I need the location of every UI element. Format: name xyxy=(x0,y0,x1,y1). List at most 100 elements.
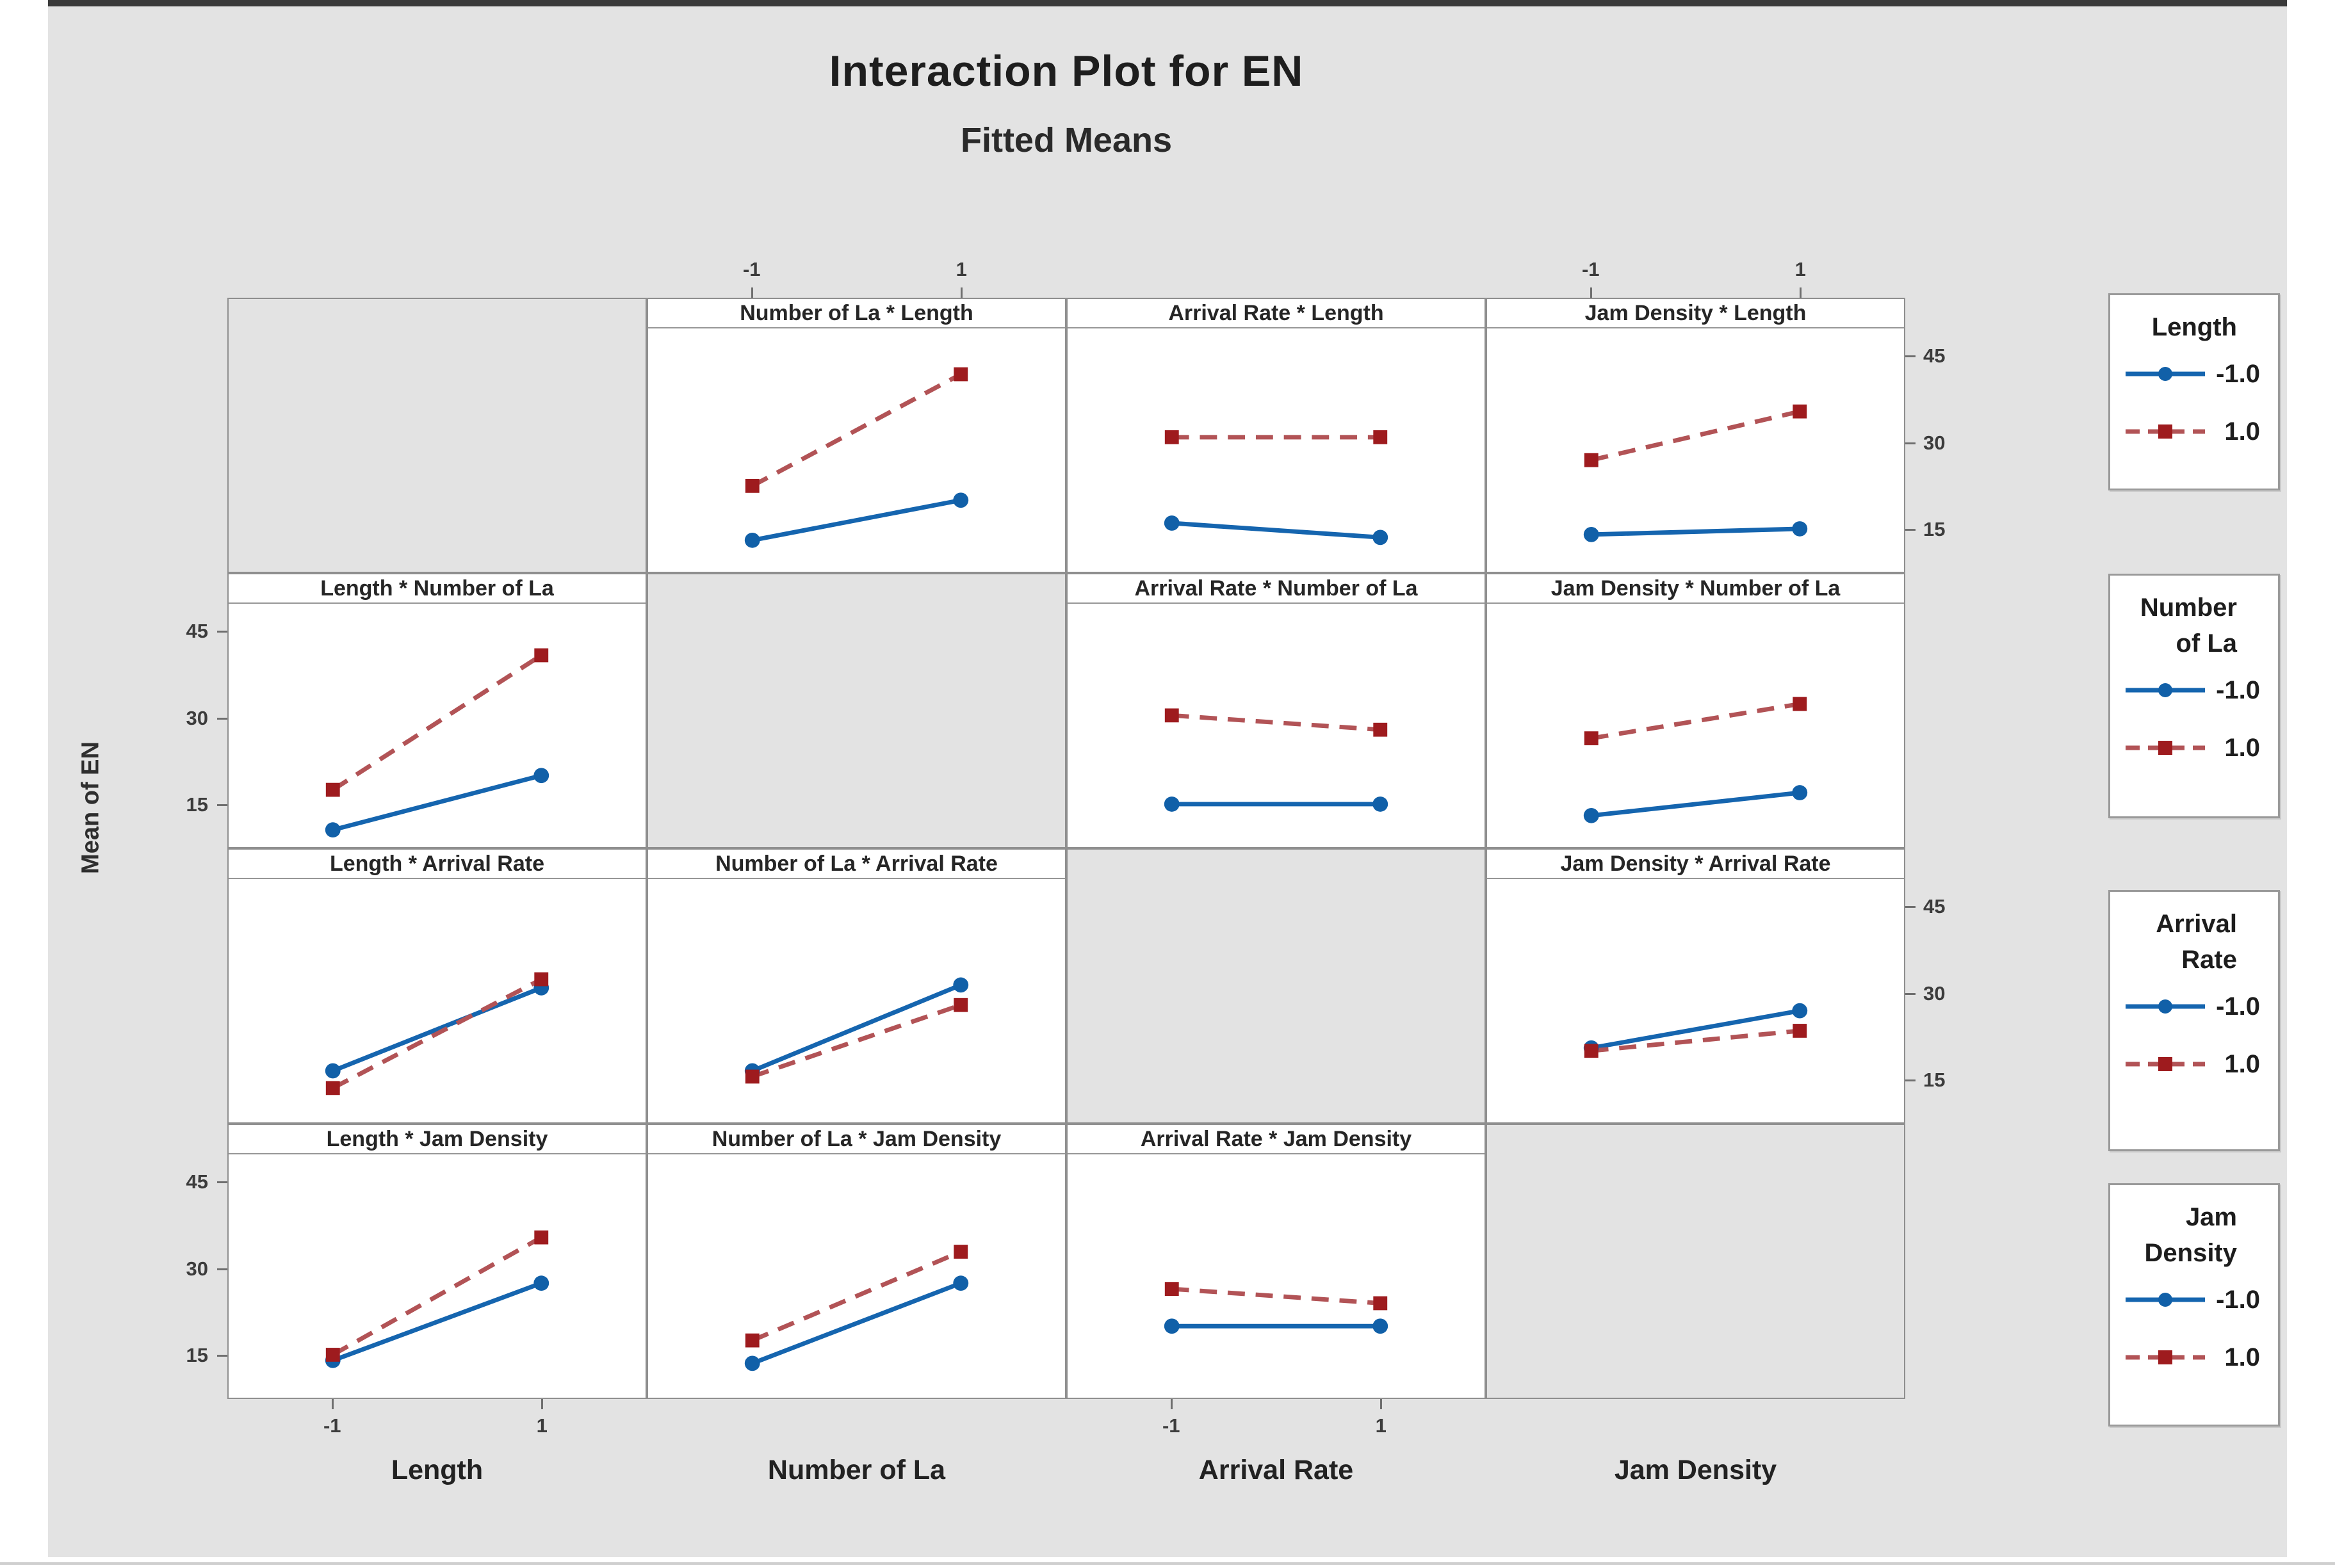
panel-svg-jam-density-arrival-rate xyxy=(1583,1003,1808,1058)
axis-tick-label: 15 xyxy=(186,793,208,816)
data-point-pos xyxy=(1373,722,1388,737)
panel-title: Jam Density * Number of La xyxy=(1550,576,1841,601)
panel-plot-area xyxy=(648,328,1065,572)
panel-svg-number-of-la-jam-density xyxy=(744,1245,969,1371)
axis-tick-label: 45 xyxy=(186,1170,208,1193)
factor-label-number-of-la: Number of La xyxy=(767,1455,946,1485)
legend-sample-red-dashed-square xyxy=(2123,1343,2208,1371)
axis-tick-label: 1 xyxy=(536,1414,548,1437)
data-point-pos xyxy=(1164,1282,1179,1297)
series-line-pos xyxy=(1590,409,1801,463)
data-point-neg xyxy=(1792,521,1808,537)
panel-title: Arrival Rate * Length xyxy=(1168,301,1384,325)
legend-marker-circle xyxy=(2158,999,2172,1014)
data-point-pos xyxy=(954,1245,968,1259)
legend-entry-1-0: 1.0 xyxy=(2110,1329,2278,1386)
legend-marker-square xyxy=(2158,1350,2172,1364)
tick-mark xyxy=(331,1399,334,1409)
panel-svg-arrival-rate-length xyxy=(1164,430,1388,546)
data-point-neg xyxy=(325,822,341,838)
legend-sample-svg xyxy=(2126,1350,2205,1364)
data-point-pos xyxy=(1373,430,1388,444)
panel-plot-area xyxy=(1487,328,1904,572)
legend-title-line: Number xyxy=(2140,594,2237,622)
legend-title-line: Length xyxy=(2151,313,2237,341)
tick-mark xyxy=(1905,355,1916,358)
panel-title: Jam Density * Length xyxy=(1584,301,1807,325)
series-line-neg xyxy=(332,773,542,832)
legend-sample-blue-solid-circle xyxy=(2123,360,2208,388)
series-line-pos xyxy=(1171,1286,1381,1305)
panel-title-strip: Number of La * Arrival Rate xyxy=(648,850,1065,879)
legend-sample-svg xyxy=(2126,741,2205,755)
data-point-pos xyxy=(1584,453,1599,467)
legend-entry-1-0: -1.0 xyxy=(2110,661,2278,719)
legend-entry-1-0: -1.0 xyxy=(2110,978,2278,1035)
axis-tick-label: -1 xyxy=(742,258,761,280)
data-point-neg xyxy=(1164,515,1180,531)
legend-entry-label: -1.0 xyxy=(2216,1285,2260,1314)
panel-svg-number-of-la-arrival-rate xyxy=(744,977,969,1084)
panel-length-by-number-of-la: Number of La * Length xyxy=(647,298,1066,573)
panel-title-strip: Arrival Rate * Number of La xyxy=(1068,574,1485,604)
legend-marker-circle xyxy=(2158,683,2172,697)
legend-title-line: Jam xyxy=(2185,1203,2237,1231)
bottom-divider xyxy=(0,1562,2335,1565)
series-line-pos xyxy=(331,653,543,792)
panel-title: Length * Arrival Rate xyxy=(329,852,545,876)
axis-tick-label: 1 xyxy=(956,258,967,280)
data-point-pos xyxy=(325,782,340,797)
axis-tick-label: -1 xyxy=(1162,1414,1180,1437)
legend-sample-svg xyxy=(2126,1293,2205,1307)
panel-plot-area xyxy=(229,879,646,1122)
legend-sample-svg xyxy=(2126,367,2205,381)
axis-tick-label: 45 xyxy=(1923,895,1946,918)
data-point-neg xyxy=(1372,529,1388,546)
legend-sample-svg xyxy=(2126,1057,2205,1071)
tick-mark xyxy=(1800,287,1802,298)
legend-title-line: Density xyxy=(2144,1239,2238,1267)
legend-box-number-of-la: Number of La -1.0 1.0 xyxy=(2108,574,2280,818)
panel-title-strip: Length * Jam Density xyxy=(229,1125,646,1154)
panel-svg-jam-density-length xyxy=(1583,404,1808,542)
axis-tick-label: 45 xyxy=(186,620,208,643)
legend-marker-square xyxy=(2158,1057,2172,1071)
legend-title-line: Rate xyxy=(2181,946,2237,974)
series-line-neg xyxy=(1171,521,1381,540)
panel-svg-length-number-of-la xyxy=(325,648,549,838)
series-line-pos xyxy=(751,372,962,488)
panel-title: Number of La * Length xyxy=(740,301,973,325)
data-point-neg xyxy=(1583,807,1599,823)
legend-box-jam-density: Jam Density -1.0 1.0 xyxy=(2108,1183,2280,1427)
data-point-pos xyxy=(745,1333,760,1348)
panel-number-of-la-by-jam-density: Jam Density * Number of La xyxy=(1486,573,1905,848)
panel-svg-number-of-la-length xyxy=(744,367,969,548)
panel-title-strip: Jam Density * Number of La xyxy=(1487,574,1904,604)
tick-mark xyxy=(217,804,227,807)
panel-plot-area xyxy=(229,1154,646,1398)
legend-sample-blue-solid-circle xyxy=(2123,1286,2208,1314)
legend-sample-red-dashed-square xyxy=(2123,1050,2208,1078)
factor-label-arrival-rate: Arrival Rate xyxy=(1198,1455,1354,1485)
data-point-pos xyxy=(745,1069,760,1084)
tick-mark xyxy=(751,287,753,298)
legend-sample-svg xyxy=(2126,683,2205,697)
series-line-neg xyxy=(1591,526,1800,537)
legend-entry-label: -1.0 xyxy=(2216,359,2260,388)
data-point-neg xyxy=(533,1275,549,1291)
data-point-pos xyxy=(325,1348,340,1362)
axis-tick-label: 1 xyxy=(1794,258,1806,280)
panel-jam-density-by-arrival-rate: Arrival Rate * Jam Density xyxy=(1066,1124,1486,1399)
data-point-pos xyxy=(1164,430,1179,444)
legend-sample-blue-solid-circle xyxy=(2123,992,2208,1021)
legend-entry-label: -1.0 xyxy=(2216,675,2260,704)
tick-mark xyxy=(1905,529,1916,531)
legend-entry-label: -1.0 xyxy=(2216,992,2260,1021)
tick-mark xyxy=(217,1268,227,1270)
data-point-pos xyxy=(954,998,968,1012)
panel-plot-area xyxy=(1068,1154,1485,1398)
tick-mark xyxy=(1905,992,1916,995)
data-point-pos xyxy=(1793,404,1807,419)
legend-marker-square xyxy=(2158,424,2172,439)
tick-mark xyxy=(1590,287,1592,298)
